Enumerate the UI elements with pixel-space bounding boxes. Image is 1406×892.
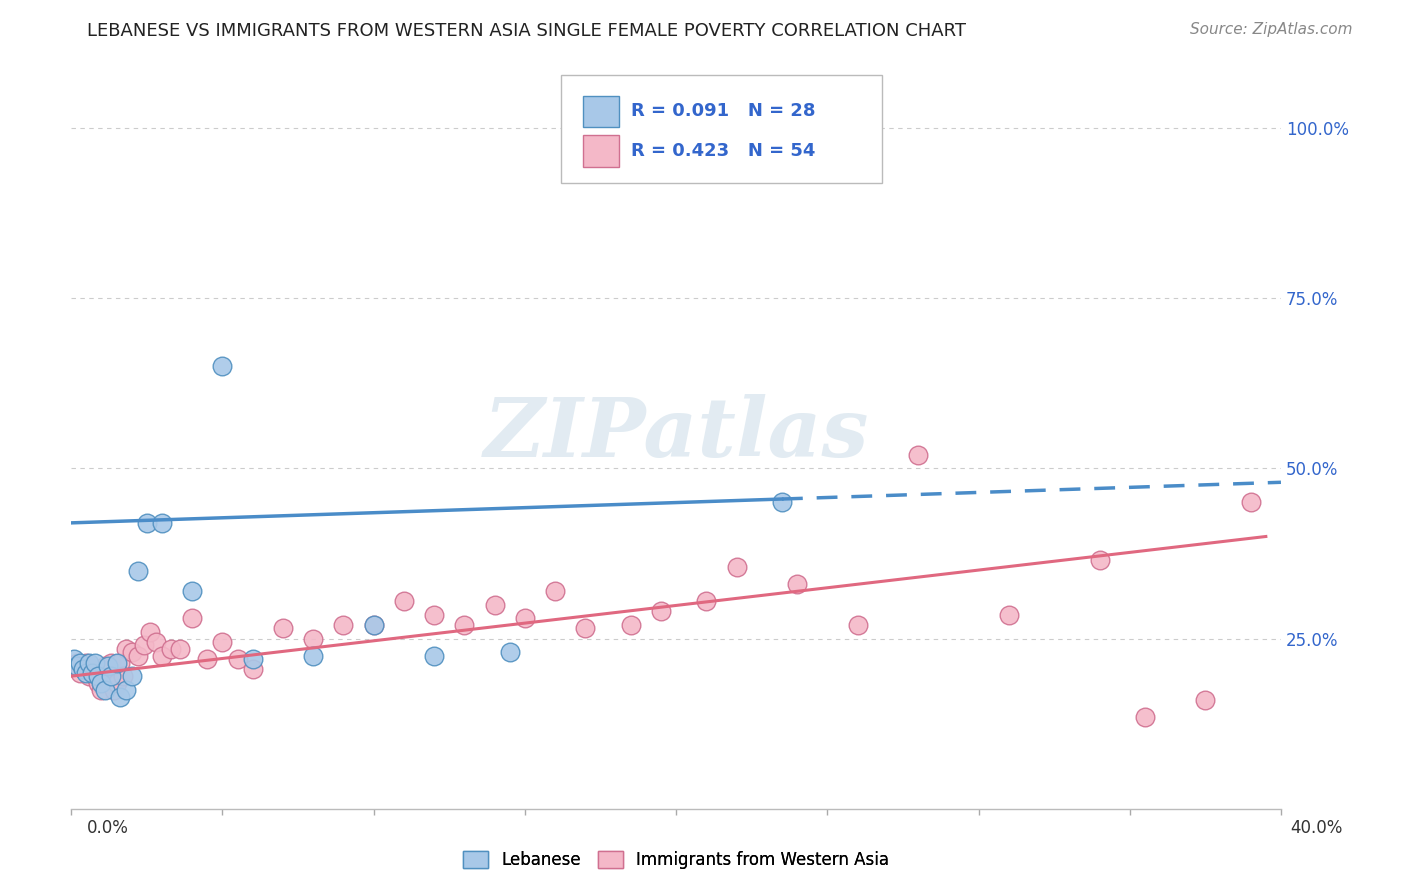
Point xyxy=(770,495,793,509)
Point xyxy=(1088,553,1111,567)
Point xyxy=(150,516,173,530)
Text: Source: ZipAtlas.com: Source: ZipAtlas.com xyxy=(1189,22,1353,37)
Point xyxy=(195,652,218,666)
Point xyxy=(846,618,869,632)
Text: R = 0.423   N = 54: R = 0.423 N = 54 xyxy=(631,142,815,160)
Point xyxy=(135,516,157,530)
Text: 40.0%: 40.0% xyxy=(1291,819,1343,837)
Point xyxy=(786,577,808,591)
Point xyxy=(87,669,110,683)
Point xyxy=(100,656,122,670)
Point xyxy=(484,598,506,612)
Point xyxy=(121,645,143,659)
Point xyxy=(108,656,131,670)
Point xyxy=(93,682,115,697)
Point xyxy=(127,648,149,663)
Point xyxy=(544,584,567,599)
Point xyxy=(1133,710,1156,724)
Point xyxy=(907,448,929,462)
Point xyxy=(242,662,264,676)
Point xyxy=(513,611,536,625)
Point xyxy=(169,641,191,656)
Text: R = 0.091   N = 28: R = 0.091 N = 28 xyxy=(631,103,815,120)
Point xyxy=(620,618,643,632)
Point xyxy=(84,669,107,683)
Point xyxy=(271,622,294,636)
Point xyxy=(103,682,125,697)
Point xyxy=(139,624,162,639)
Point xyxy=(121,669,143,683)
Point xyxy=(695,594,717,608)
Point xyxy=(127,564,149,578)
Point xyxy=(160,641,183,656)
Point xyxy=(1194,693,1216,707)
Point xyxy=(423,607,446,622)
Point xyxy=(226,652,249,666)
Point xyxy=(114,682,136,697)
Point xyxy=(114,641,136,656)
Point xyxy=(66,656,89,670)
Text: 0.0%: 0.0% xyxy=(87,819,129,837)
Point xyxy=(63,652,86,666)
Point xyxy=(392,594,415,608)
Text: LEBANESE VS IMMIGRANTS FROM WESTERN ASIA SINGLE FEMALE POVERTY CORRELATION CHART: LEBANESE VS IMMIGRANTS FROM WESTERN ASIA… xyxy=(87,22,966,40)
Point xyxy=(93,659,115,673)
Point xyxy=(82,665,104,680)
Point xyxy=(69,665,91,680)
Point xyxy=(82,665,104,680)
Point xyxy=(108,690,131,704)
Point xyxy=(499,645,522,659)
FancyBboxPatch shape xyxy=(583,95,619,127)
Point xyxy=(84,656,107,670)
Point xyxy=(1240,495,1263,509)
Point xyxy=(145,635,167,649)
Point xyxy=(181,611,204,625)
FancyBboxPatch shape xyxy=(583,136,619,167)
Point xyxy=(574,622,596,636)
Point xyxy=(79,656,101,670)
Point xyxy=(242,652,264,666)
Point xyxy=(79,669,101,683)
Point xyxy=(997,607,1019,622)
Point xyxy=(63,659,86,673)
Point xyxy=(69,656,91,670)
Point xyxy=(150,648,173,663)
Point xyxy=(363,618,385,632)
Point xyxy=(423,648,446,663)
Point xyxy=(90,682,112,697)
Point xyxy=(87,676,110,690)
Point xyxy=(72,662,94,676)
Point xyxy=(75,665,97,680)
Point xyxy=(75,656,97,670)
Point xyxy=(105,656,128,670)
Point xyxy=(132,639,155,653)
Point xyxy=(66,659,89,673)
Point xyxy=(211,359,233,374)
Point xyxy=(100,669,122,683)
Point xyxy=(302,632,325,646)
Legend: Lebanese, Immigrants from Western Asia: Lebanese, Immigrants from Western Asia xyxy=(457,844,896,876)
Point xyxy=(725,560,748,574)
Point xyxy=(96,662,118,676)
Point xyxy=(72,662,94,676)
Point xyxy=(96,659,118,673)
Point xyxy=(453,618,475,632)
FancyBboxPatch shape xyxy=(561,75,882,183)
Point xyxy=(181,584,204,599)
Point xyxy=(105,676,128,690)
Point xyxy=(111,669,134,683)
Y-axis label: Single Female Poverty: Single Female Poverty xyxy=(0,342,8,526)
Text: ZIPatlas: ZIPatlas xyxy=(484,394,869,475)
Point xyxy=(211,635,233,649)
Point xyxy=(650,604,672,618)
Point xyxy=(332,618,354,632)
Point xyxy=(90,676,112,690)
Point xyxy=(363,618,385,632)
Point xyxy=(302,648,325,663)
